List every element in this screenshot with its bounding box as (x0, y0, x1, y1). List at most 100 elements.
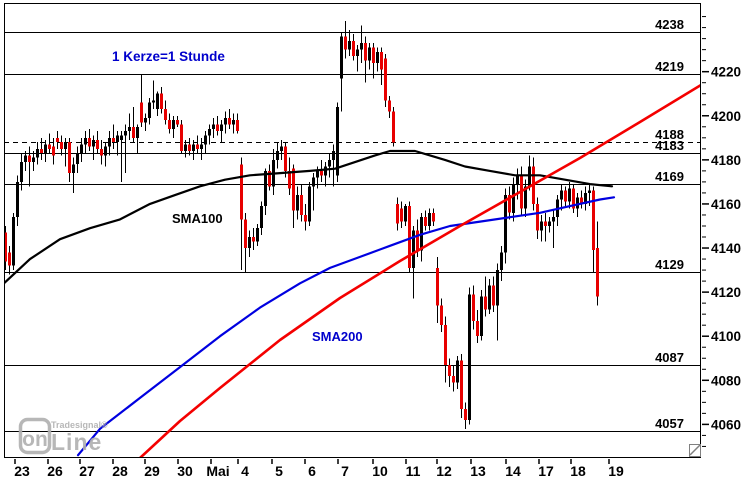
candle (60, 135, 63, 156)
x-axis-label: 23 (14, 463, 30, 479)
candle (360, 25, 363, 63)
candle (404, 203, 407, 226)
x-axis-label: 11 (406, 463, 421, 479)
candle (440, 298, 443, 332)
candle (180, 120, 183, 154)
level-label: 4057 (655, 416, 684, 431)
candle (96, 131, 99, 154)
candle (252, 228, 255, 251)
candle (40, 137, 43, 160)
candle (240, 157, 243, 271)
x-axis-label: 12 (436, 463, 452, 479)
candle (140, 73, 143, 127)
candle (392, 107, 395, 147)
logo-on-text: on (22, 428, 48, 451)
candle (220, 120, 223, 143)
x-axis-label: 7 (341, 463, 349, 479)
candle (408, 201, 411, 273)
candle (444, 316, 447, 383)
x-axis-label: 29 (144, 463, 160, 479)
candle (124, 124, 127, 174)
price-level-lines (4, 32, 701, 432)
candle (112, 124, 115, 149)
candle (244, 212, 247, 273)
candle (20, 153, 23, 191)
candle (288, 157, 291, 196)
candle (436, 256, 439, 323)
candle (236, 113, 239, 134)
candle (468, 287, 471, 425)
candle (480, 289, 483, 341)
candle (492, 276, 495, 312)
candle (400, 201, 403, 229)
candle (152, 80, 155, 110)
candle (148, 98, 151, 125)
candle (84, 131, 87, 154)
candle (80, 137, 83, 163)
candle (304, 203, 307, 231)
sma100-line (4, 149, 614, 285)
candle (128, 113, 131, 140)
candle (580, 190, 583, 209)
resize-grip-diagonal (689, 444, 701, 456)
candle (500, 245, 503, 282)
candle (212, 118, 215, 138)
candle (196, 135, 199, 154)
x-axis-label: 18 (570, 463, 586, 479)
candle (16, 175, 19, 226)
candle (548, 217, 551, 233)
candle (204, 131, 207, 154)
logo-frame (18, 417, 52, 455)
level-label: 4087 (655, 350, 684, 365)
candle (44, 140, 47, 163)
candle (88, 129, 91, 151)
level-label: 4188 (655, 127, 684, 142)
candle (156, 91, 159, 116)
candle (280, 140, 283, 160)
candle (144, 113, 147, 132)
logo-watermark: on Line Tradesignal® (18, 417, 108, 455)
candle (372, 43, 375, 79)
candle (184, 140, 187, 158)
x-axis-label: 10 (372, 463, 388, 479)
x-axis-label: 26 (47, 463, 63, 479)
candle (484, 276, 487, 317)
resize-grip[interactable] (689, 444, 701, 457)
candle (592, 186, 595, 273)
candle (340, 32, 343, 112)
candle (296, 186, 299, 220)
x-axis-label: 27 (79, 463, 95, 479)
candle (396, 197, 399, 231)
x-axis-label: 14 (505, 463, 521, 479)
candle (300, 184, 303, 222)
candle (4, 226, 7, 271)
candle (76, 146, 79, 174)
candle (448, 358, 451, 387)
candle (476, 309, 479, 343)
candle (92, 135, 95, 160)
candle (120, 131, 123, 182)
candle (248, 230, 251, 257)
candle (560, 184, 563, 211)
candle (584, 186, 587, 211)
candle (132, 107, 135, 143)
y-axis-label: 4160 (711, 197, 741, 212)
candle (272, 148, 275, 196)
candle (428, 208, 431, 231)
candle (568, 181, 571, 209)
candle (216, 115, 219, 136)
y-axis-label: 4140 (711, 241, 741, 256)
logo-brand-text: Tradesignal® (51, 420, 108, 430)
candle (264, 168, 267, 215)
candle (496, 263, 499, 341)
candles (4, 21, 599, 429)
candle (224, 111, 227, 134)
candle (64, 137, 67, 167)
candle (136, 124, 139, 154)
candle (384, 54, 387, 107)
x-axis-label: 13 (470, 463, 486, 479)
candle (104, 142, 107, 167)
candle (368, 43, 371, 70)
chart-border (3, 2, 702, 459)
candle (376, 47, 379, 72)
